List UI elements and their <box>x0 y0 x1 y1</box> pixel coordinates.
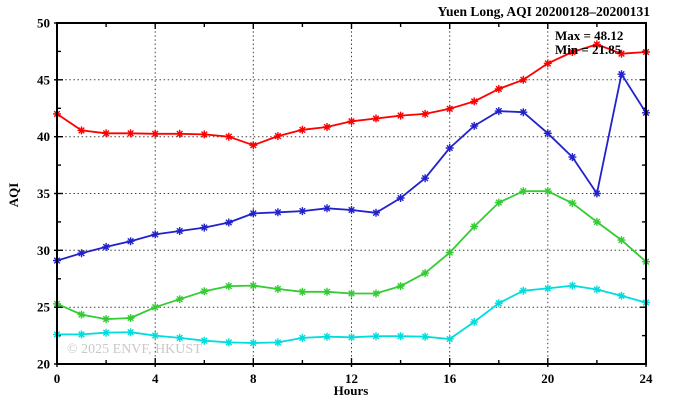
y-axis-label: AQI <box>6 182 21 208</box>
y-tick-label: 40 <box>37 129 50 144</box>
x-tick-label: 8 <box>250 371 257 386</box>
plot-border <box>56 22 647 365</box>
x-tick-label: 0 <box>54 371 61 386</box>
y-tick-label: 35 <box>37 186 51 201</box>
y-tick-label: 30 <box>37 243 50 258</box>
x-axis-label: Hours <box>333 383 369 398</box>
x-tick-label: 16 <box>443 371 457 386</box>
y-tick-label: 45 <box>37 72 51 87</box>
chart-title: Yuen Long, AQI 20200128–20200131 <box>437 4 650 19</box>
x-tick-label: 24 <box>640 371 654 386</box>
x-tick-label: 4 <box>152 371 159 386</box>
x-tick-label: 12 <box>345 371 358 386</box>
y-tick-label: 50 <box>37 16 50 31</box>
min-annotation: Min = 21.85 <box>555 42 622 57</box>
watermark: © 2025 ENVF, HKUST <box>67 342 202 357</box>
minmax-annotation: Max = 48.12 Min = 21.85 <box>555 29 623 57</box>
x-tick-label: 20 <box>541 371 554 386</box>
y-tick-label: 25 <box>37 300 51 315</box>
y-tick-label: 20 <box>37 357 50 372</box>
max-annotation: Max = 48.12 <box>555 28 624 43</box>
